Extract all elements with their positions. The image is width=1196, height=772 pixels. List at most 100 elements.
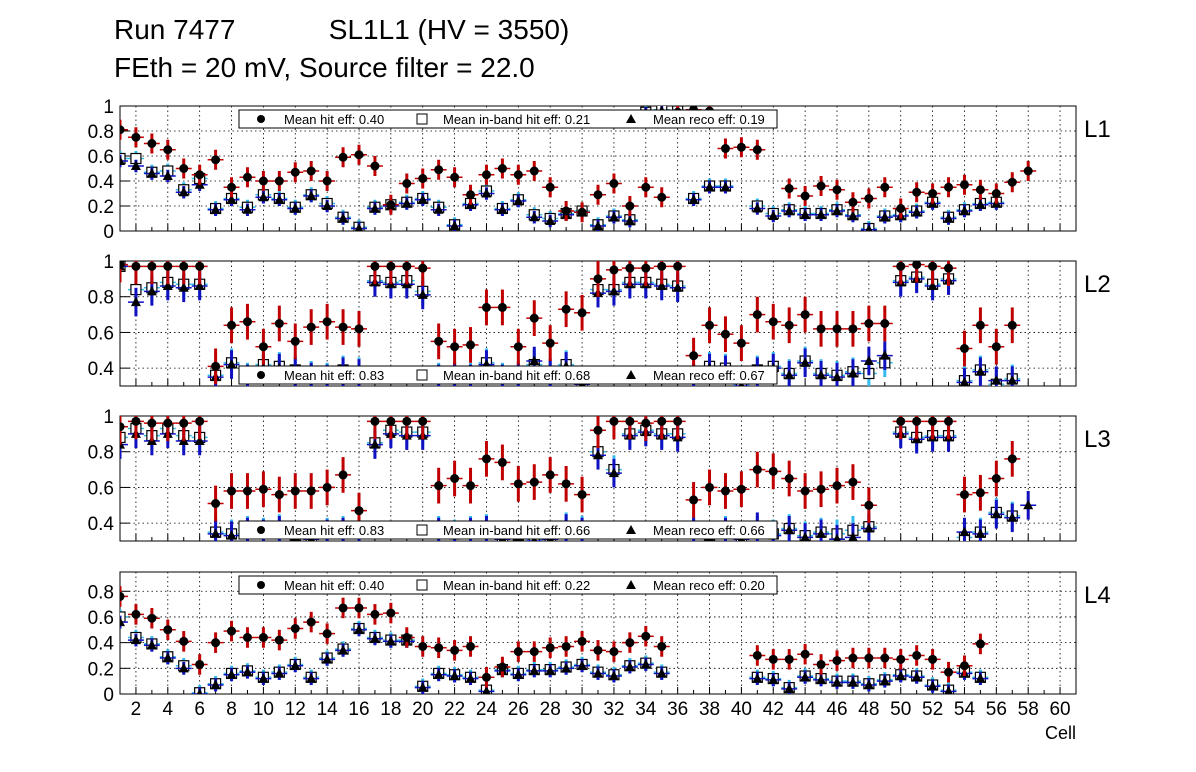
reco-point	[593, 667, 603, 678]
series-reco	[120, 615, 989, 694]
panel-l3: 0.4 0.6 0.8 1 L3 Mean hit eff: 0.83 Mean in-ba…	[88, 407, 1111, 542]
hit-point	[481, 302, 491, 312]
hit-point	[163, 625, 173, 635]
hit-point	[944, 416, 954, 426]
hit-point	[991, 189, 1001, 198]
hit-point	[864, 653, 874, 663]
hit-point	[561, 304, 571, 314]
reco-point	[338, 644, 349, 655]
hit-point	[561, 206, 571, 216]
hit-point	[752, 650, 762, 660]
hit-point	[481, 672, 491, 682]
reco-point	[672, 282, 683, 292]
series-hit	[120, 106, 1037, 223]
hit-point	[450, 172, 460, 182]
hit-point	[513, 479, 523, 489]
x-tick-label: 58	[1018, 699, 1039, 720]
legend-reco-marker	[626, 580, 636, 589]
reco-point	[338, 213, 349, 223]
hit-point	[832, 185, 842, 195]
hit-point	[864, 194, 874, 203]
in-band-point	[120, 152, 126, 165]
hit-point	[959, 661, 969, 671]
hit-point	[147, 613, 157, 623]
y-tick-label: 0.8	[88, 582, 114, 603]
hit-point	[689, 495, 699, 505]
x-tick-label: 50	[890, 699, 911, 720]
reco-point	[194, 435, 205, 445]
reco-point	[120, 616, 125, 627]
panel-label: L3	[1084, 426, 1111, 453]
x-tick-label: 60	[1049, 699, 1070, 720]
hit-point	[577, 636, 587, 646]
panel-data	[120, 586, 989, 694]
hit-point	[370, 161, 380, 171]
hit-point	[402, 416, 412, 426]
reco-point	[162, 280, 173, 290]
hit-point	[641, 418, 651, 428]
hit-point	[832, 656, 842, 666]
run-label: Run 7477	[114, 14, 236, 45]
y-tick-label: 0.6	[88, 608, 114, 629]
hit-point	[625, 416, 635, 426]
x-tick-label: 14	[317, 699, 339, 720]
reco-point	[879, 675, 890, 686]
hit-point	[274, 319, 284, 328]
reco-point	[1007, 512, 1018, 522]
hit-point	[545, 338, 555, 348]
hit-point	[720, 329, 730, 339]
reco-point	[847, 676, 858, 687]
hit-point	[195, 261, 205, 271]
hit-point	[179, 636, 189, 646]
series-hit	[120, 261, 1021, 385]
hit-point	[545, 470, 555, 480]
legend-box	[238, 520, 778, 540]
hit-point	[450, 474, 460, 483]
reco-point	[369, 203, 380, 213]
hit-point	[641, 263, 651, 273]
hit-point	[450, 342, 460, 352]
hit-point	[593, 425, 603, 435]
x-tick-label: 2	[131, 699, 142, 720]
hit-point	[466, 190, 476, 200]
legend-box	[238, 365, 778, 385]
hit-point	[705, 320, 715, 330]
hit-point	[418, 263, 428, 273]
hit-point	[131, 609, 141, 619]
reco-point	[959, 526, 970, 537]
hit-point	[338, 322, 348, 332]
hit-point	[991, 474, 1001, 483]
hit-point	[434, 643, 444, 653]
x-tick-label: 38	[699, 699, 720, 720]
reco-point	[226, 669, 237, 679]
hit-point	[322, 482, 332, 492]
x-tick-label: 6	[194, 699, 205, 720]
reco-point	[120, 155, 125, 165]
reco-point	[608, 467, 619, 478]
settings-title: FEth = 20 mV, Source filter = 22.0	[114, 52, 535, 83]
hit-point	[497, 662, 507, 672]
reco-point	[369, 633, 380, 643]
reco-point	[959, 205, 970, 215]
reco-point	[768, 674, 779, 684]
reco-point	[513, 195, 524, 205]
hit-point	[242, 632, 252, 642]
hit-point	[529, 166, 539, 176]
reco-point	[816, 528, 827, 538]
reco-point	[545, 665, 556, 675]
reco-point	[369, 439, 380, 449]
reco-point	[816, 209, 827, 219]
reco-point	[146, 285, 157, 296]
y-tick-label: 0.4	[88, 359, 115, 380]
reco-point	[274, 667, 285, 678]
hit-point	[338, 152, 348, 162]
legend-reco-marker	[626, 370, 636, 379]
reco-point	[895, 670, 906, 681]
hit-point	[227, 320, 237, 330]
hit-point	[991, 342, 1001, 352]
reco-point	[354, 223, 364, 231]
hit-point	[832, 324, 842, 334]
reco-point	[800, 209, 811, 219]
legend-inband-marker	[416, 369, 428, 381]
hit-point	[290, 336, 300, 346]
